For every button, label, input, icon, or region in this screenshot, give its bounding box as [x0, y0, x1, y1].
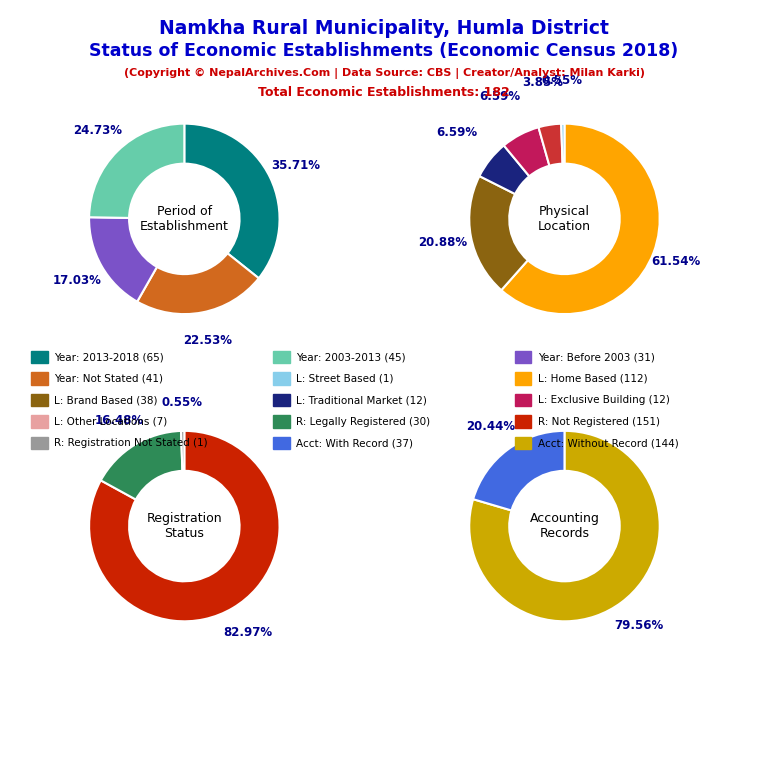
Wedge shape — [561, 124, 564, 164]
Text: 20.88%: 20.88% — [419, 236, 468, 249]
Text: Namkha Rural Municipality, Humla District: Namkha Rural Municipality, Humla Distric… — [159, 19, 609, 38]
Text: Physical
Location: Physical Location — [538, 205, 591, 233]
Text: 35.71%: 35.71% — [271, 159, 320, 172]
Text: Registration
Status: Registration Status — [147, 512, 222, 540]
Text: Acct: With Record (37): Acct: With Record (37) — [296, 438, 412, 449]
Text: R: Not Registered (151): R: Not Registered (151) — [538, 416, 660, 427]
Text: 22.53%: 22.53% — [184, 334, 232, 347]
Text: 82.97%: 82.97% — [223, 626, 272, 639]
Text: 61.54%: 61.54% — [651, 255, 700, 267]
Text: Status of Economic Establishments (Economic Census 2018): Status of Economic Establishments (Econo… — [89, 42, 679, 60]
Text: 17.03%: 17.03% — [52, 273, 101, 286]
Text: Year: 2013-2018 (65): Year: 2013-2018 (65) — [54, 352, 164, 362]
Wedge shape — [137, 253, 259, 314]
Text: Period of
Establishment: Period of Establishment — [140, 205, 229, 233]
Wedge shape — [504, 127, 549, 177]
Text: L: Home Based (112): L: Home Based (112) — [538, 373, 647, 384]
Text: 0.55%: 0.55% — [541, 74, 583, 88]
Text: Year: Before 2003 (31): Year: Before 2003 (31) — [538, 352, 654, 362]
Text: L: Traditional Market (12): L: Traditional Market (12) — [296, 395, 426, 406]
Text: 6.59%: 6.59% — [436, 126, 477, 139]
Text: Total Economic Establishments: 182: Total Economic Establishments: 182 — [258, 86, 510, 99]
Text: R: Legally Registered (30): R: Legally Registered (30) — [296, 416, 430, 427]
Text: L: Other Locations (7): L: Other Locations (7) — [54, 416, 167, 427]
Wedge shape — [538, 124, 563, 166]
Text: Accounting
Records: Accounting Records — [530, 512, 599, 540]
Text: Acct: Without Record (144): Acct: Without Record (144) — [538, 438, 678, 449]
Text: 16.48%: 16.48% — [94, 414, 144, 427]
Text: L: Brand Based (38): L: Brand Based (38) — [54, 395, 157, 406]
Wedge shape — [89, 431, 280, 621]
Wedge shape — [473, 431, 564, 511]
Wedge shape — [469, 431, 660, 621]
Wedge shape — [89, 217, 157, 302]
Text: R: Registration Not Stated (1): R: Registration Not Stated (1) — [54, 438, 207, 449]
Text: Year: Not Stated (41): Year: Not Stated (41) — [54, 373, 163, 384]
Text: 24.73%: 24.73% — [73, 124, 122, 137]
Text: Year: 2003-2013 (45): Year: 2003-2013 (45) — [296, 352, 406, 362]
Text: 0.55%: 0.55% — [162, 396, 203, 409]
Text: 3.85%: 3.85% — [522, 76, 564, 89]
Wedge shape — [101, 431, 183, 499]
Text: (Copyright © NepalArchives.Com | Data Source: CBS | Creator/Analyst: Milan Karki: (Copyright © NepalArchives.Com | Data So… — [124, 68, 644, 78]
Wedge shape — [184, 124, 280, 278]
Wedge shape — [181, 431, 184, 471]
Wedge shape — [89, 124, 184, 218]
Text: L: Exclusive Building (12): L: Exclusive Building (12) — [538, 395, 670, 406]
Wedge shape — [469, 176, 528, 290]
Text: 20.44%: 20.44% — [465, 420, 515, 433]
Text: 79.56%: 79.56% — [614, 619, 664, 632]
Wedge shape — [479, 145, 529, 194]
Wedge shape — [502, 124, 660, 314]
Text: L: Street Based (1): L: Street Based (1) — [296, 373, 393, 384]
Text: 6.59%: 6.59% — [480, 90, 521, 103]
